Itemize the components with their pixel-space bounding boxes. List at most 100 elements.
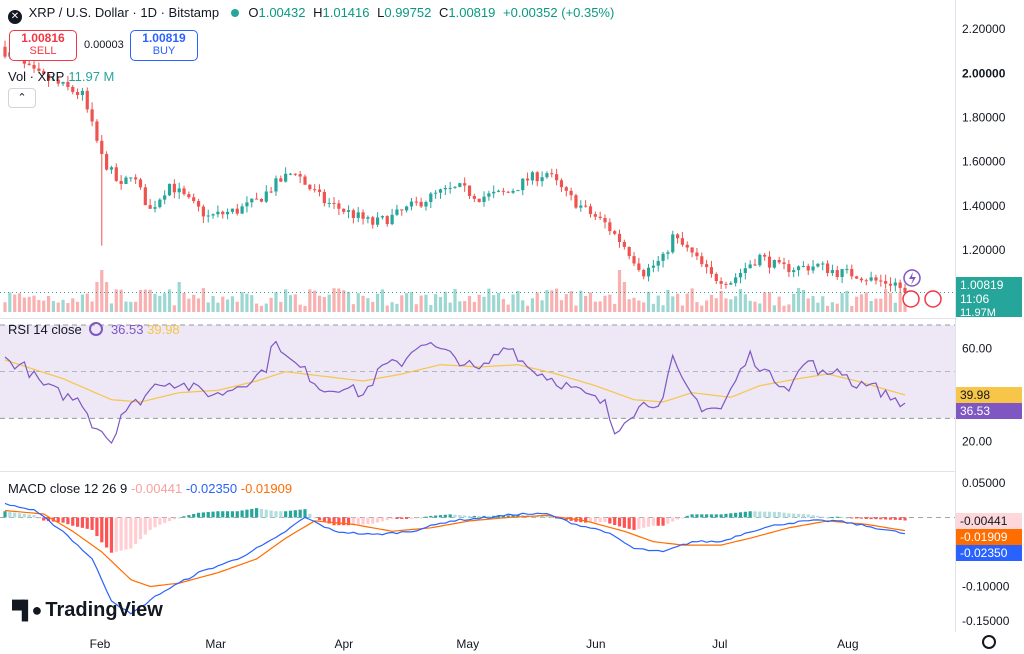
volume-bar <box>37 299 41 312</box>
candle-body <box>342 208 346 212</box>
macd-legend[interactable]: MACD close 12 26 9 -0.00441 -0.02350 -0.… <box>8 481 292 496</box>
candle-body <box>787 264 791 273</box>
macd-hist-bar <box>830 517 835 519</box>
volume-bar <box>3 302 7 312</box>
candle-body <box>119 180 123 184</box>
candle-body <box>569 190 573 196</box>
chevron-up-icon[interactable]: ⌃ <box>8 88 36 108</box>
time-tick-label: Apr <box>334 637 353 651</box>
volume-bar <box>782 305 786 312</box>
candle-body <box>182 188 186 195</box>
change-value: +0.00352 (+0.35%) <box>503 5 615 20</box>
macd-hist-bar <box>129 517 133 549</box>
volume-bar <box>313 290 317 312</box>
high-label: H <box>313 5 323 20</box>
settings-icon[interactable] <box>982 635 996 649</box>
last-price-value: 1.00819 <box>960 278 1004 292</box>
candle-body <box>400 209 404 211</box>
candle-body <box>327 202 331 204</box>
rsi-legend[interactable]: RSI 14 close 36.53 39.98 <box>8 322 180 337</box>
macd-hist-bar <box>603 517 607 523</box>
volume-bar <box>259 305 264 312</box>
candle-body <box>642 270 646 277</box>
candle-body <box>129 177 133 179</box>
candle-body <box>801 265 805 267</box>
sell-button[interactable]: 1.00816 SELL <box>9 30 77 61</box>
candle-body <box>153 207 157 209</box>
macd-hist-bar <box>477 515 481 518</box>
macd-hist-bar <box>666 517 670 524</box>
macd-hist-bar <box>22 513 26 518</box>
candle-body <box>666 252 670 254</box>
symbol-header: ✕ XRP / U.S. Dollar · 1D · Bitstamp O1.0… <box>8 5 618 24</box>
time-tick-label: May <box>456 637 479 651</box>
candle-body <box>869 277 873 281</box>
macd-hist-bar <box>782 512 786 518</box>
volume-bar <box>138 289 143 312</box>
macd-hist-bar <box>71 517 75 526</box>
volume-bar <box>390 302 394 312</box>
macd-hist-bar <box>458 515 462 518</box>
volume-bar <box>100 270 104 312</box>
volume-bar <box>767 292 772 312</box>
volume-bar <box>598 301 602 312</box>
macd-hist-bar <box>163 517 167 523</box>
macd-hist-bar <box>811 515 815 518</box>
candle-body <box>56 79 60 84</box>
macd-hist-bar <box>361 517 365 525</box>
volume-bar <box>240 292 244 312</box>
candle-body <box>255 198 259 200</box>
candle-body <box>138 179 143 188</box>
candle-body <box>371 217 375 225</box>
candle-body <box>380 216 385 218</box>
volume-bar <box>284 289 288 312</box>
symbol-title[interactable]: XRP / U.S. Dollar · 1D · Bitstamp <box>28 5 220 20</box>
volume-bar <box>90 301 94 312</box>
candle-body <box>671 234 675 253</box>
macd-hist-bar <box>105 517 109 548</box>
macd-tag-value: -0.02350 <box>960 546 1008 560</box>
volume-legend[interactable]: Vol · XRP 11.97 M <box>8 69 114 84</box>
candle-body <box>298 174 302 177</box>
volume-bar <box>255 303 259 312</box>
candle-body <box>525 178 530 181</box>
candle-body <box>598 216 602 219</box>
rsi-tag: 36.53 <box>956 403 1022 419</box>
volume-bar <box>51 301 55 312</box>
volume-bar <box>119 289 123 312</box>
volume-bar <box>530 298 535 312</box>
volume-bar <box>830 302 835 312</box>
macd-hist-bar <box>259 508 264 518</box>
tradingview-logo[interactable]: ▀▌● TradingView <box>12 599 163 622</box>
macd-hist-bar <box>235 511 239 518</box>
volume-bar <box>487 288 491 312</box>
candle-body <box>772 260 776 268</box>
candle-body <box>196 201 201 207</box>
macd-hist-bar <box>211 511 215 518</box>
macd-hist-bar <box>632 517 636 530</box>
candle-body <box>463 183 467 186</box>
volume-bar <box>874 298 878 312</box>
candle-body <box>443 187 447 190</box>
volume-bar <box>758 303 762 312</box>
volume-bar <box>884 289 888 312</box>
macd-hist-bar <box>322 517 326 522</box>
rsi-line <box>4 340 906 445</box>
volume-legend-value: 11.97 M <box>68 69 115 84</box>
candle-body <box>627 246 631 257</box>
time-tick-label: Mar <box>205 637 226 651</box>
macd-hist-bar <box>806 514 810 518</box>
volume-bar <box>627 299 631 312</box>
volume-bar <box>308 289 312 312</box>
volume-bar <box>496 292 501 312</box>
macd-hist-bar <box>825 517 830 519</box>
macd-hist-bar <box>196 512 201 518</box>
candle-body <box>535 172 539 182</box>
volume-bar <box>729 299 733 312</box>
candle-body <box>37 68 41 71</box>
macd-hist-bar <box>685 515 689 518</box>
buy-button[interactable]: 1.00819 BUY <box>130 30 198 61</box>
macd-hist-bar <box>734 512 738 518</box>
candle-body <box>303 176 307 185</box>
